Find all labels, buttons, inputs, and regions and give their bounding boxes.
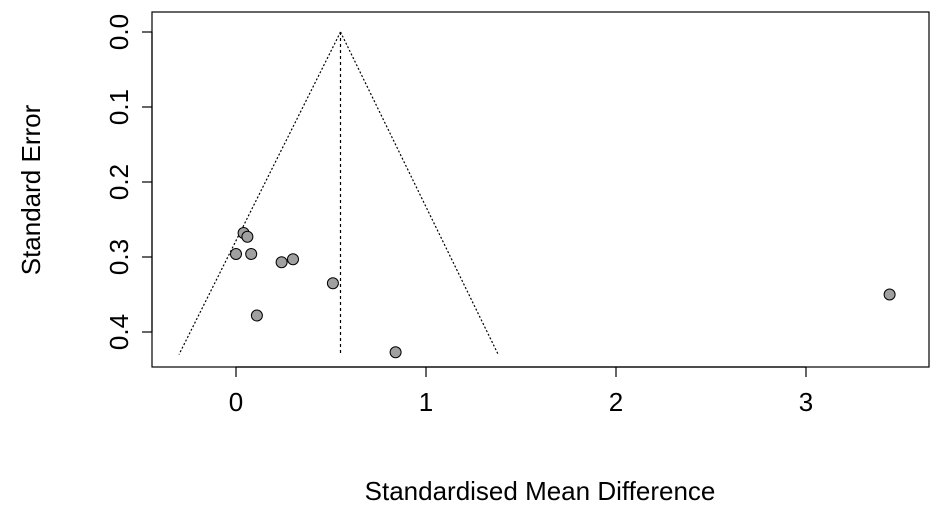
data-points bbox=[230, 227, 896, 359]
x-tick-label: 0 bbox=[229, 387, 243, 417]
data-point bbox=[250, 309, 263, 322]
y-tick-label: 0.1 bbox=[104, 89, 134, 125]
x-tick-label: 3 bbox=[799, 387, 813, 417]
data-point bbox=[275, 256, 288, 269]
y-tick-label: 0.4 bbox=[104, 314, 134, 350]
funnel-lines bbox=[178, 31, 499, 355]
plot-frame bbox=[151, 11, 930, 368]
data-point bbox=[230, 248, 242, 260]
funnel-left-line bbox=[178, 31, 342, 355]
y-tick-label: 0.2 bbox=[104, 164, 134, 200]
x-tick-label: 1 bbox=[419, 387, 433, 417]
y-axis: 0.0 0.1 0.2 0.3 0.4 bbox=[104, 14, 153, 350]
data-point bbox=[245, 248, 258, 260]
data-point bbox=[326, 277, 339, 290]
funnel-right-line bbox=[339, 31, 499, 355]
data-point bbox=[389, 346, 402, 359]
data-point bbox=[241, 230, 254, 243]
x-axis-label: Standardised Mean Difference bbox=[365, 476, 716, 506]
data-point bbox=[883, 288, 896, 301]
y-axis-label: Standard Error bbox=[16, 104, 46, 275]
y-tick-label: 0.3 bbox=[104, 239, 134, 275]
x-tick-label: 2 bbox=[609, 387, 623, 417]
x-axis: 0 1 2 3 bbox=[229, 366, 813, 417]
y-tick-label: 0.0 bbox=[104, 14, 134, 50]
data-point bbox=[287, 253, 299, 266]
